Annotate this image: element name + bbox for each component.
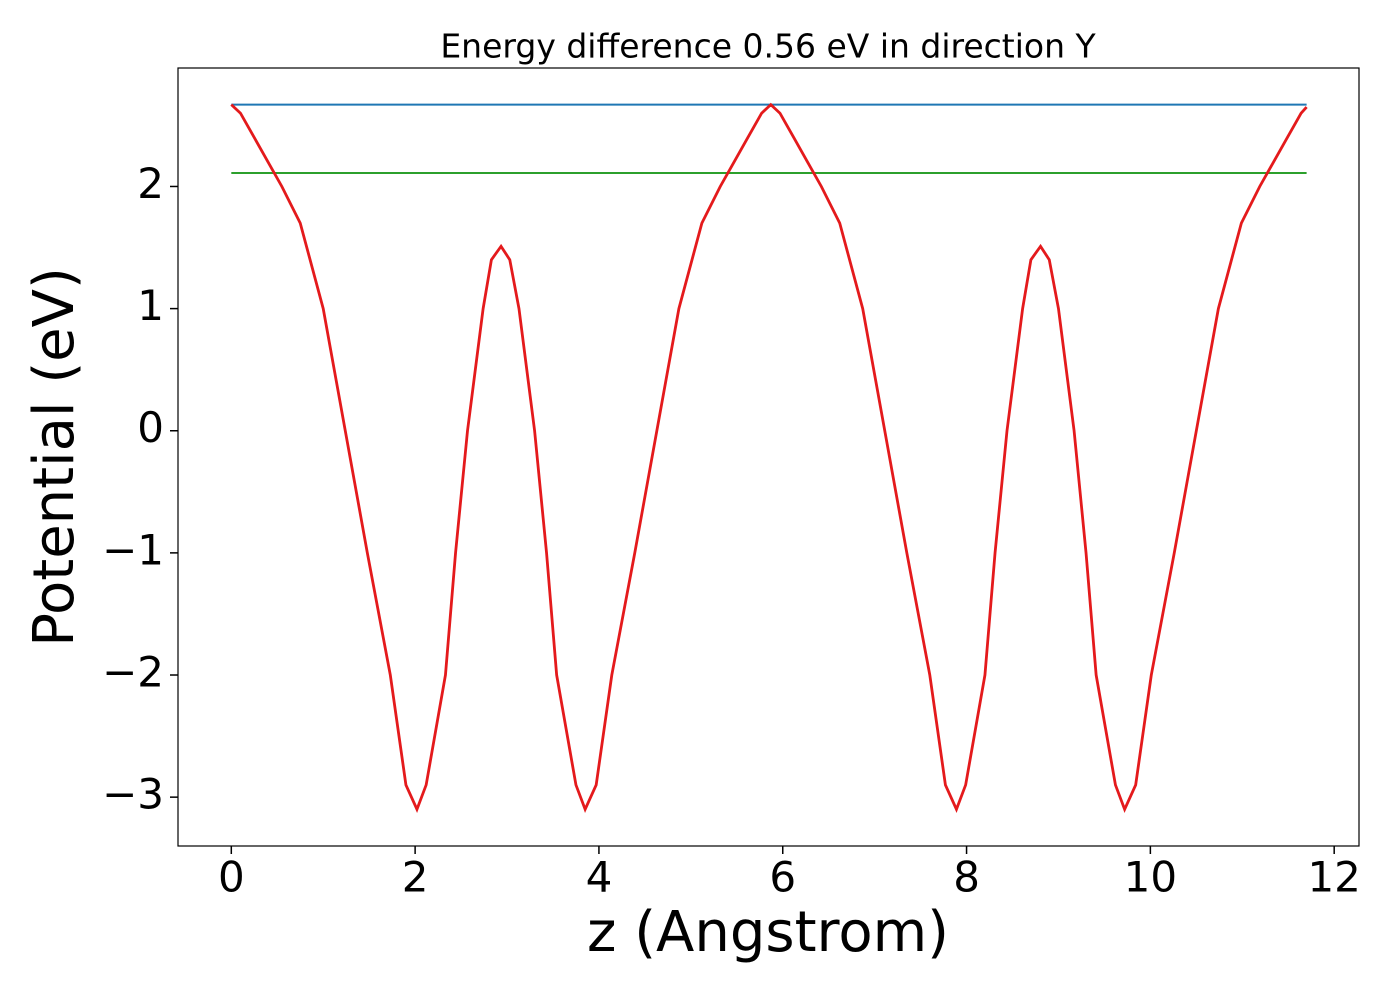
x-tick-label: 4 bbox=[586, 853, 613, 902]
x-tick-label: 2 bbox=[402, 853, 429, 902]
x-tick-label: 10 bbox=[1124, 853, 1177, 902]
x-tick-label: 6 bbox=[769, 853, 796, 902]
plot-frame bbox=[177, 67, 1360, 847]
y-axis-label: Potential (eV) bbox=[22, 267, 87, 647]
y-tick-label: −3 bbox=[102, 770, 164, 819]
x-axis-label: z (Angstrom) bbox=[587, 900, 949, 965]
y-tick-label: 1 bbox=[137, 281, 164, 330]
x-tick-label: 0 bbox=[218, 853, 245, 902]
y-tick-label: 0 bbox=[137, 403, 164, 452]
y-tick-label: −2 bbox=[102, 648, 164, 697]
line-series bbox=[230, 102, 1308, 814]
x-tick-label: 8 bbox=[953, 853, 980, 902]
y-tick-label: −1 bbox=[102, 525, 164, 574]
y-tick-label: 2 bbox=[137, 159, 164, 208]
chart-title: Energy difference 0.56 eV in direction Y bbox=[440, 27, 1096, 66]
x-tick-label: 12 bbox=[1307, 853, 1360, 902]
